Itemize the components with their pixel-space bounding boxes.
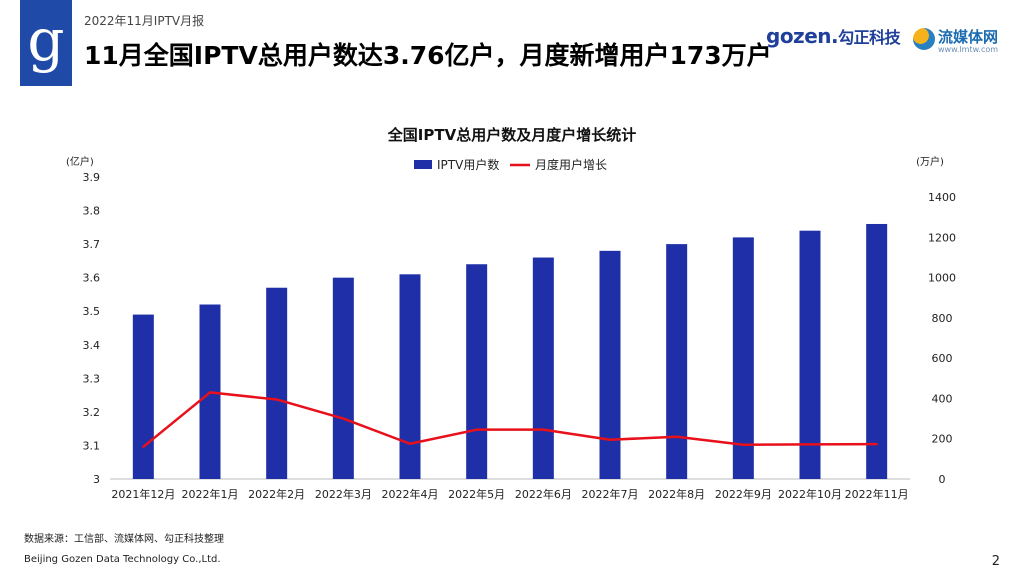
legend-swatch-bar bbox=[414, 160, 432, 169]
left-axis-tick-label: 3.3 bbox=[83, 372, 101, 385]
left-axis-tick-label: 3.7 bbox=[83, 238, 101, 251]
series-line-monthly-growth bbox=[142, 391, 877, 448]
x-axis-tick-label: 2022年8月 bbox=[648, 487, 705, 501]
media-brand-name: 流媒体网 bbox=[938, 28, 999, 46]
media-brand-url: www.lmtw.com bbox=[938, 45, 999, 54]
gozen-brand-text: gozen. bbox=[766, 24, 839, 48]
x-axis-tick-label: 2022年2月 bbox=[248, 487, 305, 501]
bar bbox=[266, 287, 288, 479]
gozen-logo: g bbox=[20, 0, 72, 86]
bar bbox=[599, 250, 621, 479]
company-name: Beijing Gozen Data Technology Co.,Ltd. bbox=[24, 554, 221, 565]
bar bbox=[132, 314, 154, 479]
x-axis-tick-label: 2021年12月 bbox=[111, 487, 175, 501]
left-axis-tick-label: 3 bbox=[93, 473, 100, 486]
bar bbox=[332, 277, 354, 479]
chart-title: 全国IPTV总用户数及月度户增长统计 bbox=[387, 126, 637, 144]
left-axis-tick-label: 3.5 bbox=[83, 305, 101, 318]
logo-letter: g bbox=[27, 6, 65, 74]
bar bbox=[532, 257, 554, 479]
line-point bbox=[608, 438, 612, 441]
legend-label-line: 月度用户增长 bbox=[535, 157, 607, 172]
legend-label-bar: IPTV用户数 bbox=[437, 157, 499, 172]
line-point bbox=[542, 428, 545, 431]
gozen-brand-logo: gozen.勾正科技 bbox=[766, 24, 901, 48]
bar bbox=[399, 274, 421, 479]
x-axis-tick-label: 2022年6月 bbox=[515, 487, 572, 501]
left-axis-tick-label: 3.2 bbox=[83, 406, 101, 419]
right-axis-tick-label: 0 bbox=[939, 473, 946, 486]
line-point bbox=[275, 398, 278, 401]
x-axis-tick-label: 2022年4月 bbox=[382, 487, 439, 501]
x-axis-tick-label: 2022年3月 bbox=[315, 487, 372, 501]
line-point bbox=[142, 445, 145, 448]
report-tag: 2022年11月IPTV月报 bbox=[84, 14, 205, 28]
line-point bbox=[808, 443, 812, 446]
left-axis-tick-label: 3.9 bbox=[83, 171, 101, 184]
line-point bbox=[342, 417, 345, 420]
page-title: 11月全国IPTV总用户数达3.76亿户，月度新增用户173万户 bbox=[84, 41, 772, 70]
right-axis-unit: (万户) bbox=[916, 155, 944, 168]
left-axis-unit: (亿户) bbox=[66, 155, 94, 168]
right-axis-tick-label: 1400 bbox=[928, 191, 956, 204]
x-axis-tick-label: 2022年7月 bbox=[582, 487, 639, 501]
x-axis-tick-label: 2022年11月 bbox=[845, 487, 909, 501]
line-point bbox=[875, 442, 878, 446]
x-axis-tick-label: 2022年5月 bbox=[448, 487, 505, 501]
right-axis-tick-label: 1000 bbox=[928, 272, 956, 285]
bar bbox=[666, 244, 688, 479]
left-axis-tick-label: 3.6 bbox=[83, 272, 101, 285]
right-axis-tick-label: 200 bbox=[932, 433, 953, 446]
right-axis-tick-label: 400 bbox=[932, 392, 953, 405]
media-brand-icon bbox=[913, 28, 935, 50]
x-axis-tick-label: 2022年10月 bbox=[778, 487, 842, 501]
right-axis-tick-label: 800 bbox=[932, 312, 953, 325]
line-point bbox=[208, 391, 212, 394]
page-number: 2 bbox=[991, 554, 1000, 569]
line-point bbox=[742, 443, 745, 446]
line-point bbox=[475, 428, 478, 431]
right-axis-tick-label: 600 bbox=[932, 352, 953, 365]
media-brand-logo: 流媒体网 www.lmtw.com bbox=[913, 22, 1009, 56]
data-source-note: 数据来源：工信部、流媒体网、勾正科技整理 bbox=[24, 534, 224, 545]
bar bbox=[799, 230, 821, 479]
bar bbox=[866, 223, 888, 479]
left-axis-tick-label: 3.1 bbox=[83, 439, 101, 452]
x-axis-tick-label: 2022年1月 bbox=[182, 487, 239, 501]
left-axis-tick-label: 3.4 bbox=[83, 339, 101, 352]
bar bbox=[466, 264, 488, 479]
line-point bbox=[408, 442, 412, 445]
line-point bbox=[675, 435, 678, 438]
bar bbox=[732, 237, 754, 479]
gozen-brand-cn: 勾正科技 bbox=[838, 28, 901, 47]
left-axis-tick-label: 3.8 bbox=[83, 205, 101, 218]
right-axis-tick-label: 1200 bbox=[928, 231, 956, 244]
x-axis-tick-label: 2022年9月 bbox=[715, 487, 772, 501]
